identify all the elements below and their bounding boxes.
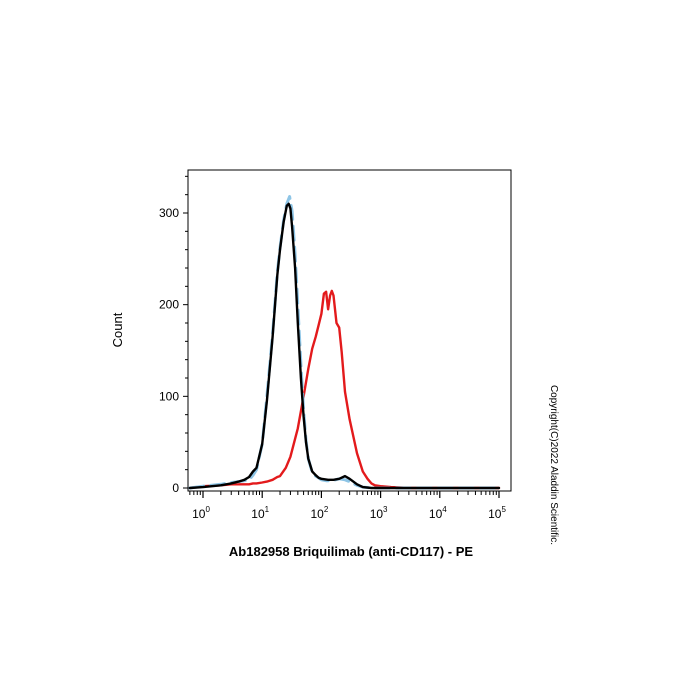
y-axis-title: Count bbox=[110, 312, 125, 347]
x-tick-label: 100 bbox=[192, 505, 210, 521]
plot-frame bbox=[187, 169, 512, 492]
y-tick-label: 300 bbox=[159, 206, 179, 220]
copyright-watermark: Copyright(C)2022 Aladdin Scientific. bbox=[548, 385, 559, 545]
x-tick-label: 104 bbox=[429, 505, 447, 521]
histogram-series-2 bbox=[188, 202, 501, 490]
histogram-series-0 bbox=[188, 289, 501, 490]
x-axis-title: Ab182958 Briquilimab (anti-CD117) - PE bbox=[229, 544, 474, 559]
x-tick-label: 105 bbox=[488, 505, 506, 521]
x-tick-label: 101 bbox=[251, 505, 269, 521]
y-tick-label: 0 bbox=[172, 481, 179, 495]
histogram-series-1 bbox=[188, 195, 501, 490]
y-tick-label: 100 bbox=[159, 389, 179, 403]
y-tick-label: 200 bbox=[159, 298, 179, 312]
x-tick-label: 102 bbox=[310, 505, 328, 521]
x-tick-label: 103 bbox=[370, 505, 388, 521]
